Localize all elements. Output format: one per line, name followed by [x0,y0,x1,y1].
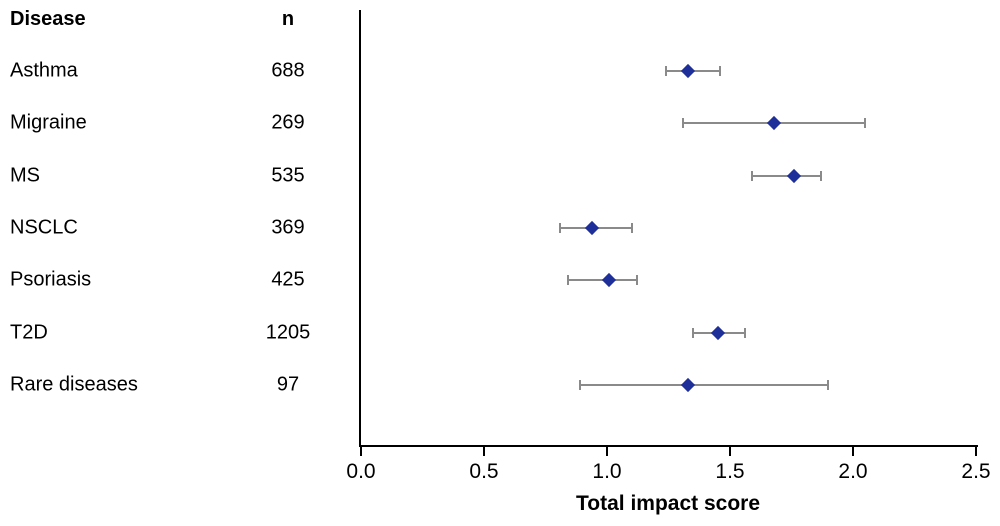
x-axis-tick [606,446,608,456]
error-bar [752,174,821,177]
disease-label: NSCLC [10,216,78,239]
n-value: 535 [271,164,305,187]
x-axis-tick [360,446,362,456]
x-axis-tick-label: 2.5 [961,460,991,483]
point-estimate-diamond [681,63,696,79]
x-axis-tick [975,446,977,456]
n-value: 688 [271,59,305,82]
error-bar [579,383,829,386]
error-bar [567,279,637,282]
disease-label: MS [10,164,40,187]
error-bar-cap-right [630,222,633,233]
x-axis-line [359,445,978,447]
disease-column-header: Disease [10,8,86,30]
x-axis-tick [852,446,854,456]
error-bar-cap-left [682,118,685,129]
x-axis-tick-label: 0.5 [469,460,499,483]
y-axis-line [359,10,361,447]
n-value: 1205 [265,321,311,344]
x-axis-tick-label: 1.5 [715,460,745,483]
n-value: 97 [276,373,300,396]
point-estimate-diamond [767,116,782,131]
disease-label: Psoriasis [10,268,92,291]
error-bar-cap-right [827,379,830,390]
error-bar-cap-right [820,170,823,181]
error-bar-cap-left [751,170,754,181]
n-value: 425 [271,268,305,291]
disease-label: T2D [10,321,48,344]
x-axis-title: Total impact score [576,492,760,515]
n-column-header: n [281,8,295,30]
error-bar-cap-right [743,327,746,338]
point-estimate-diamond [681,377,696,393]
point-estimate-diamond [602,273,617,288]
point-estimate-diamond [585,220,600,236]
x-axis-tick-label: 0.0 [346,460,376,483]
x-axis-tick-label: 1.0 [592,460,622,483]
error-bar-cap-left [692,327,695,338]
disease-label: Asthma [10,59,78,82]
disease-label: Rare diseases [10,373,138,396]
disease-label: Migraine [10,111,87,134]
n-value: 269 [271,111,305,134]
error-bar-cap-left [665,66,668,76]
error-bar-cap-right [635,275,638,286]
point-estimate-diamond [786,168,802,183]
x-axis-tick [729,446,731,456]
error-bar-cap-left [566,275,569,286]
error-bar-cap-left [559,222,562,233]
error-bar-cap-left [578,379,581,390]
error-bar-cap-right [864,118,867,129]
x-axis-tick [483,446,485,456]
n-value: 369 [271,216,305,239]
point-estimate-diamond [710,325,725,340]
x-axis-tick-label: 2.0 [838,460,868,483]
error-bar-cap-right [719,66,722,76]
